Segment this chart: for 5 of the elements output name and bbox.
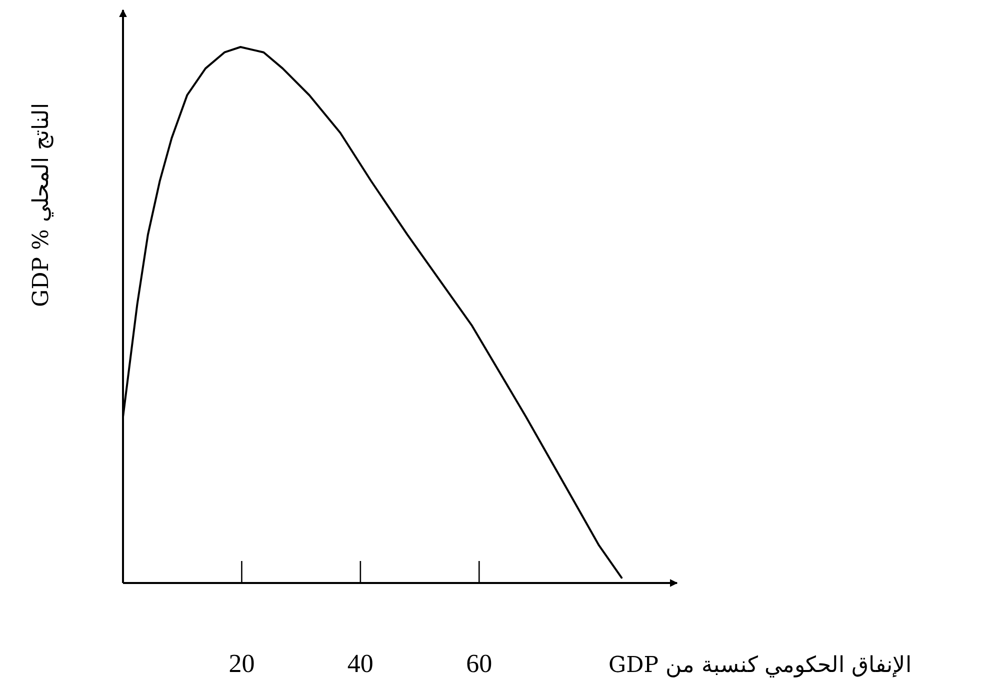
x-tick-label: 60 [466,649,492,678]
x-axis-title: الإنفاق الحكومي كنسبة من GDP [608,653,912,678]
x-tick-label: 40 [347,649,374,678]
x-tick-label: 20 [228,649,255,678]
y-axis-title: الناتج المحلي % GDP [29,103,54,307]
